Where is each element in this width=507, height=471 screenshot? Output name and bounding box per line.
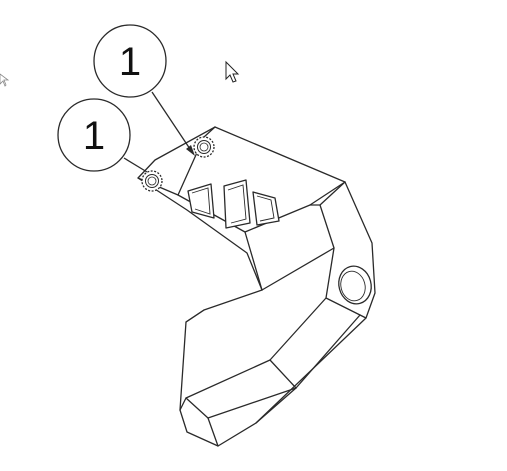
window-slots xyxy=(187,179,280,229)
threaded-insert-right xyxy=(193,136,215,158)
balloon-callout-lower[interactable]: 1 xyxy=(57,98,148,173)
arrow-pointer-icon xyxy=(225,60,240,83)
bracket-part xyxy=(137,126,376,447)
small-cursor-icon xyxy=(0,73,10,87)
balloon-callout-upper[interactable]: 1 xyxy=(93,24,195,156)
balloon-label: 1 xyxy=(119,40,141,84)
threaded-insert-left xyxy=(141,170,163,192)
balloon-label: 1 xyxy=(83,114,105,158)
